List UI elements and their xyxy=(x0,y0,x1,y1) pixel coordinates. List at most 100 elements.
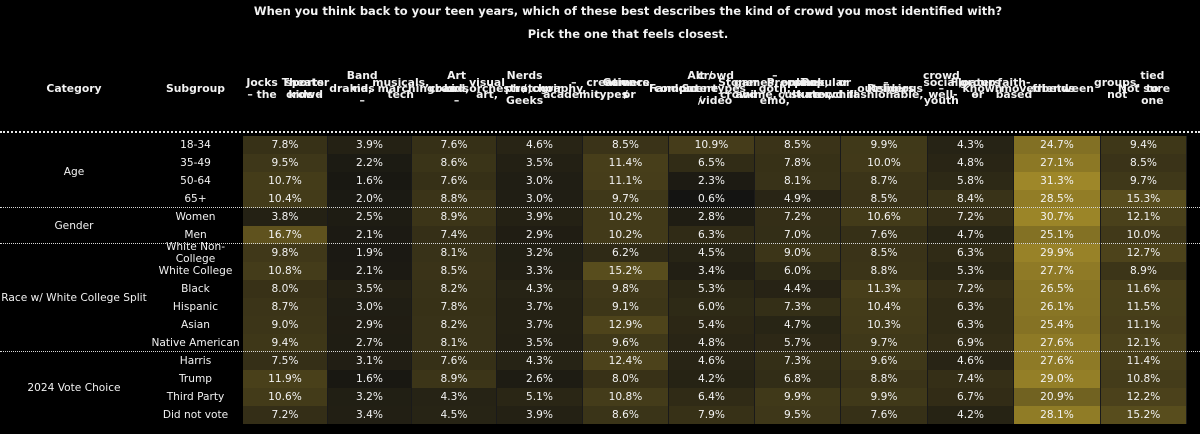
data-cell: 3.9% xyxy=(328,136,412,154)
data-cell: 8.0% xyxy=(243,280,328,298)
subgroup-label: 65+ xyxy=(184,193,207,205)
column-header-line: games, anime, xyxy=(734,75,779,101)
data-cell: 4.7% xyxy=(928,226,1014,244)
data-cell: 10.0% xyxy=(841,154,928,172)
data-cell: 11.1% xyxy=(583,172,669,190)
table-title: When you think back to your teen years, … xyxy=(253,4,1003,18)
data-cell: 11.4% xyxy=(583,154,669,172)
column-header: Preps / Popular crowd – fashionable, social… xyxy=(767,48,1003,130)
data-cell: 7.4% xyxy=(412,226,497,244)
data-cell: 2.9% xyxy=(497,226,583,244)
column-header: Religious crowd – youth group or faith-base… xyxy=(867,48,1075,130)
column-header-line: Stoner crowd xyxy=(718,75,759,101)
data-cell: 28.1% xyxy=(1014,406,1101,424)
data-cell: 7.6% xyxy=(412,352,497,370)
data-cell: 4.6% xyxy=(928,352,1014,370)
column-header-line: tied to one xyxy=(1140,69,1165,108)
data-cell: 3.0% xyxy=(497,172,583,190)
column-header-line: moved xyxy=(1000,81,1042,95)
data-cell: 10.2% xyxy=(583,226,669,244)
data-cell: 11.1% xyxy=(1101,316,1187,334)
data-cell: 20.9% xyxy=(1014,388,1101,406)
data-cell: 9.5% xyxy=(243,154,328,172)
data-cell: 8.1% xyxy=(412,244,497,262)
data-cell: 11.9% xyxy=(243,370,328,388)
column-header-line: group or xyxy=(959,75,996,101)
data-cell: 29.9% xyxy=(1014,244,1101,262)
data-cell: 10.4% xyxy=(841,298,928,316)
data-cell: 7.2% xyxy=(755,208,841,226)
data-cell: 10.8% xyxy=(1101,370,1187,388)
data-cell: 11.6% xyxy=(1101,280,1187,298)
data-cell: 7.6% xyxy=(841,406,928,424)
column-header-line: – academic, xyxy=(543,75,605,101)
column-header-line: marching xyxy=(377,81,435,95)
column-header-line: Theater kids – xyxy=(281,75,330,101)
data-cell: 7.9% xyxy=(669,406,755,424)
column-header-line: social, well- xyxy=(923,75,963,101)
data-cell: 1.6% xyxy=(328,370,412,388)
data-cell: 3.1% xyxy=(328,352,412,370)
column-header-line: photography, xyxy=(504,81,587,95)
data-cell: 9.7% xyxy=(841,334,928,352)
column-header-line: punk, skater, xyxy=(790,75,833,101)
data-cell: 2.0% xyxy=(328,190,412,208)
data-cell: 10.9% xyxy=(669,136,755,154)
data-cell: 3.4% xyxy=(669,262,755,280)
data-cell: 5.4% xyxy=(669,316,755,334)
column-header-line: Religious xyxy=(866,81,923,95)
data-cell: 6.8% xyxy=(755,370,841,388)
column-header-line: Preps / xyxy=(766,75,802,101)
column-header-line: Floaters – xyxy=(950,75,1001,101)
data-cell: 12.9% xyxy=(583,316,669,334)
data-cell: 2.6% xyxy=(497,370,583,388)
data-cell: 7.5% xyxy=(243,352,328,370)
data-cell: 7.8% xyxy=(412,298,497,316)
data-cell: 2.3% xyxy=(669,172,755,190)
data-cell: 11.4% xyxy=(1101,352,1187,370)
data-cell: 3.7% xyxy=(497,298,583,316)
data-cell: 3.7% xyxy=(497,316,583,334)
data-cell: 7.6% xyxy=(412,136,497,154)
data-cell: 26.1% xyxy=(1014,298,1101,316)
data-cell: 4.2% xyxy=(669,370,755,388)
data-cell: 8.5% xyxy=(841,190,928,208)
data-cell: 8.6% xyxy=(583,406,669,424)
data-cell: 8.4% xyxy=(928,190,1014,208)
column-header-line: musicals, tech xyxy=(372,75,430,101)
column-header: Gamers / Fandom crowd – video games, anime,… xyxy=(603,48,822,130)
data-cell: 3.9% xyxy=(497,406,583,424)
column-header-line: Art kids – xyxy=(444,69,470,108)
data-cell: 8.5% xyxy=(583,136,669,154)
data-cell: 3.4% xyxy=(328,406,412,424)
column-header-line: Fandom xyxy=(649,81,698,95)
subgroup-label: Harris xyxy=(179,355,212,367)
column-header-line: outsiders xyxy=(857,81,915,95)
data-cell: 8.8% xyxy=(412,190,497,208)
data-cell: 26.5% xyxy=(1014,280,1101,298)
column-header: Nerds / Geeks – academic, science, or compu… xyxy=(506,48,746,130)
data-cell: 6.0% xyxy=(755,262,841,280)
subgroup-label: Third Party xyxy=(166,391,225,403)
data-cell: 8.2% xyxy=(412,280,497,298)
data-cell: 6.2% xyxy=(583,244,669,262)
data-cell: 12.1% xyxy=(1101,208,1187,226)
column-header: Band kids – marching band, orchestra, choir xyxy=(347,48,563,130)
data-cell: 8.5% xyxy=(755,136,841,154)
data-cell: 9.8% xyxy=(583,280,669,298)
data-cell: 30.7% xyxy=(1014,208,1101,226)
data-cell: 1.6% xyxy=(328,172,412,190)
data-cell: 2.2% xyxy=(328,154,412,172)
header-category: Category xyxy=(46,81,102,95)
data-cell: 7.3% xyxy=(755,352,841,370)
data-cell: 4.3% xyxy=(497,280,583,298)
data-cell: 6.3% xyxy=(669,226,755,244)
subgroup-label: 18-34 xyxy=(180,139,211,151)
subgroup-label: Asian xyxy=(181,319,210,331)
subgroup-label: Trump xyxy=(178,373,213,385)
data-cell: 3.9% xyxy=(497,208,583,226)
column-header: Not sure xyxy=(1101,48,1187,130)
column-header-line: Gamers / xyxy=(602,75,650,101)
data-cell: 5.1% xyxy=(497,388,583,406)
data-cell: 0.6% xyxy=(669,190,755,208)
